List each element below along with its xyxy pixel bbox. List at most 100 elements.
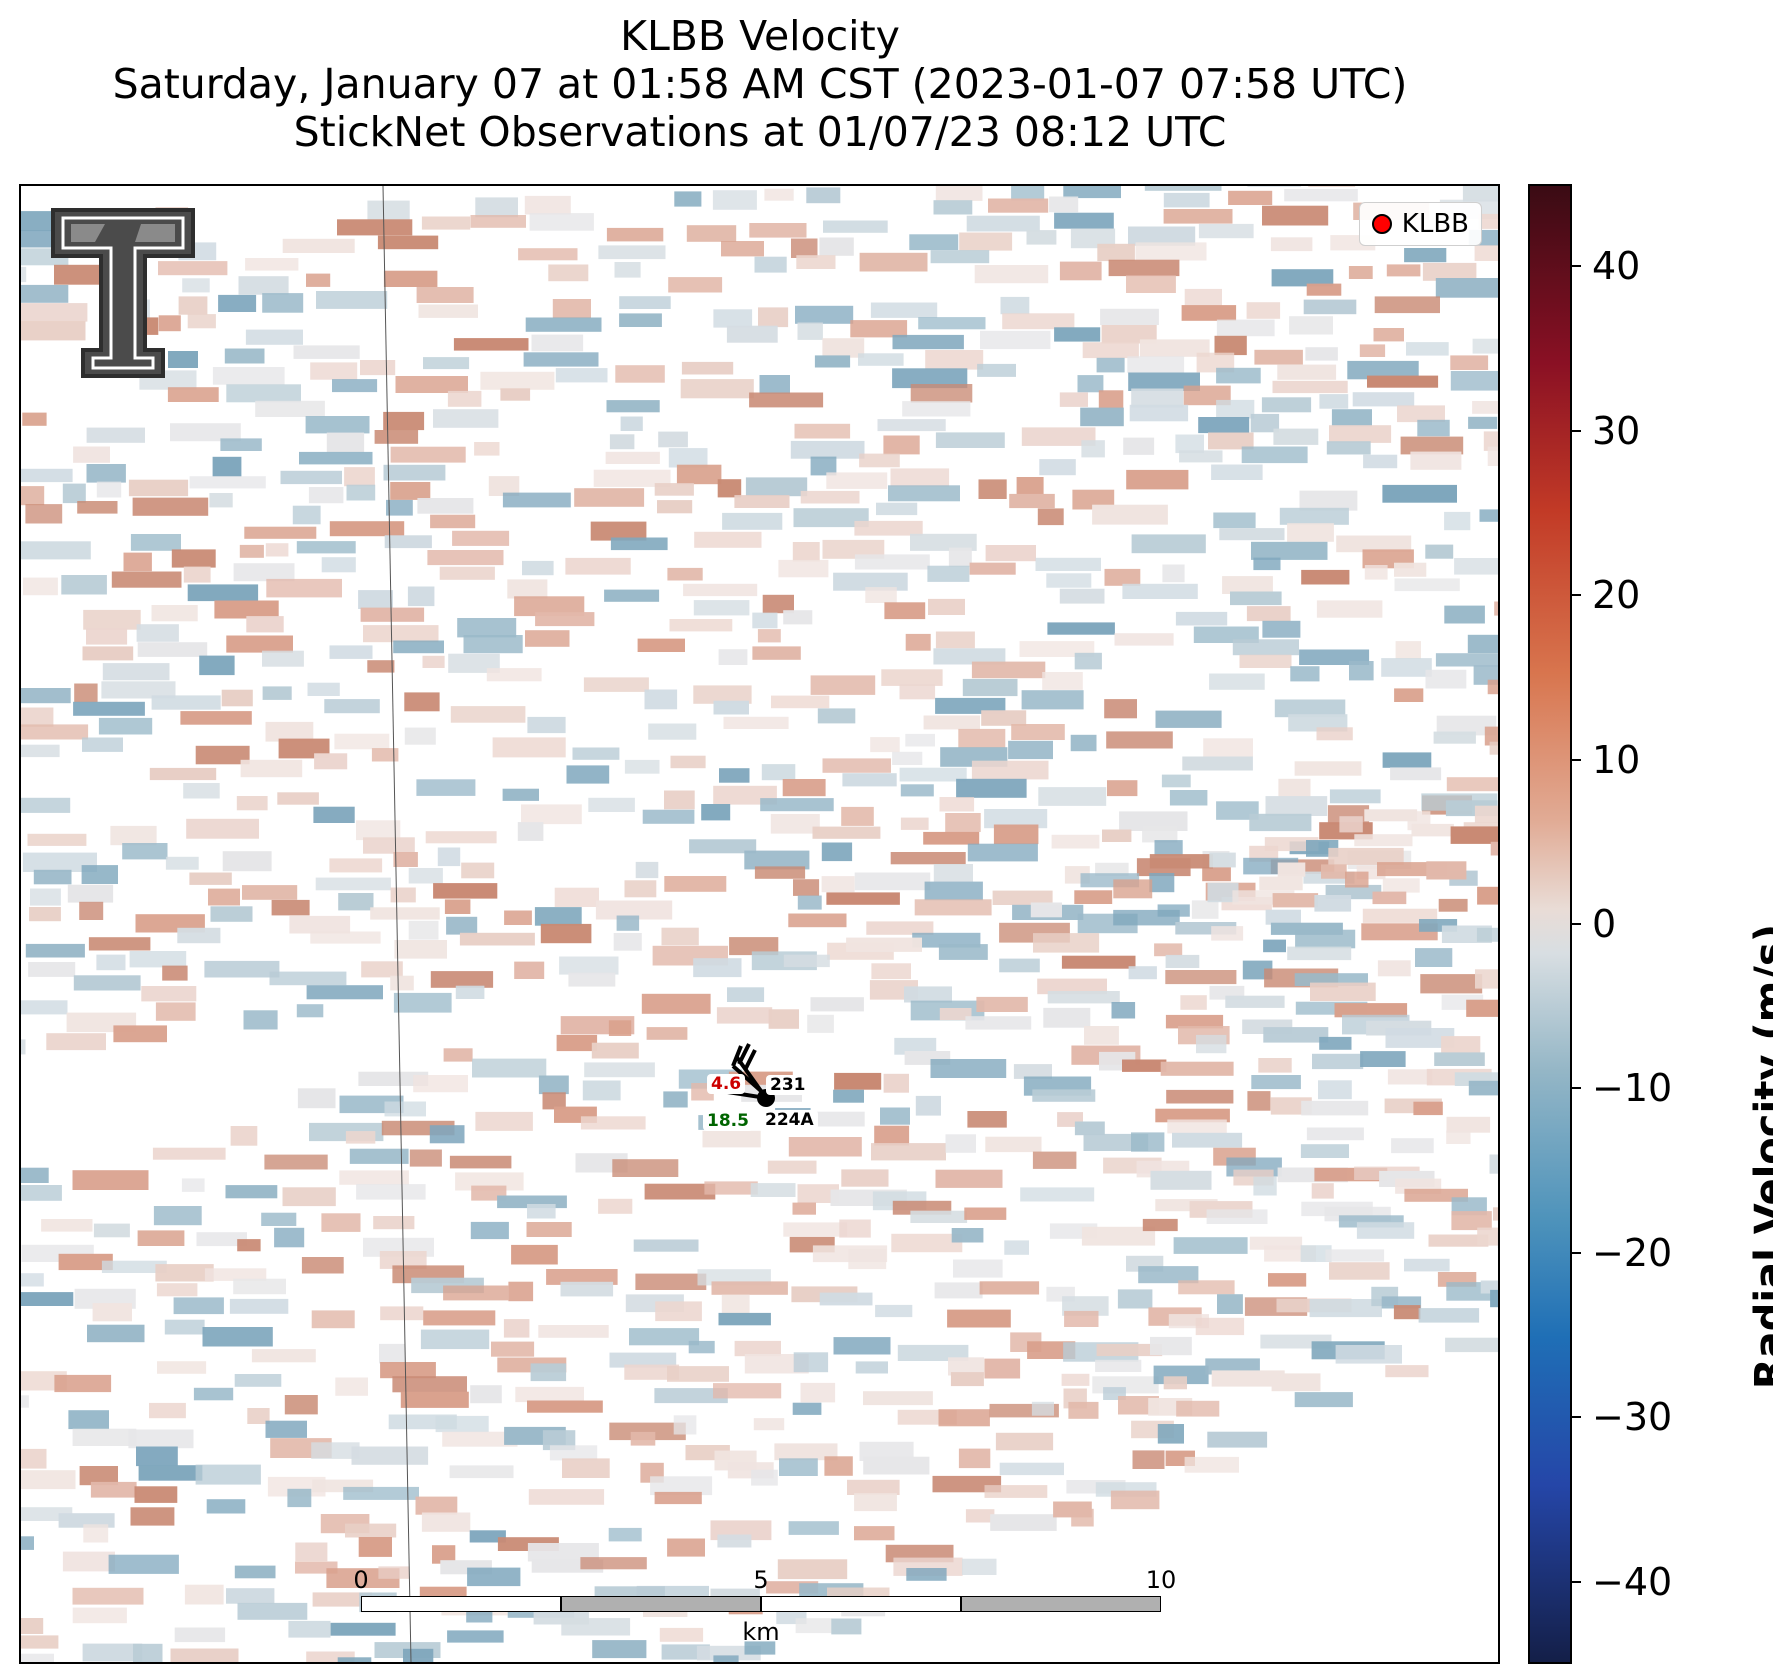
velocity-gate [556,1034,598,1052]
velocity-gate [449,1465,514,1479]
velocity-gate [453,338,529,351]
velocity-gate [1150,1170,1212,1190]
map-panel[interactable]: KLBB 4.6 231 18.5 224A 0 5 10 km [19,184,1500,1664]
velocity-gate [1445,1337,1498,1353]
velocity-gate [906,1568,947,1581]
velocity-gate [1329,425,1392,443]
velocity-gate [1230,591,1282,606]
velocity-gate [1081,440,1105,458]
velocity-gate [824,1456,853,1476]
velocity-gate [711,1281,788,1295]
velocity-gate [307,682,340,696]
velocity-gate [559,956,619,975]
velocity-gate [1195,1317,1245,1336]
velocity-gate [904,986,952,1003]
velocity-gate [1428,1234,1489,1247]
velocity-gate [73,975,141,991]
velocity-gate [446,916,478,935]
velocity-gate [1374,296,1440,314]
velocity-gate [1372,891,1407,905]
station-id-label: 231 [766,1075,810,1095]
velocity-gate [111,571,182,588]
velocity-gate [1163,209,1233,224]
velocity-gate [277,792,319,805]
velocity-gate [1417,419,1450,437]
velocity-gate [1454,558,1498,575]
velocity-gate [79,1466,118,1486]
velocity-gate [965,1509,995,1523]
velocity-gate [390,446,466,463]
velocity-gate [1104,699,1137,719]
velocity-gate [430,514,476,529]
velocity-gate [935,1169,1003,1188]
velocity-gate [400,1391,469,1408]
velocity-gate [966,215,1040,232]
velocity-gate [86,627,128,645]
velocity-gate [1265,796,1328,816]
velocity-gate [23,577,58,596]
velocity-gate [265,543,289,557]
velocity-gate [1300,1144,1349,1158]
velocity-gate [1165,954,1200,968]
velocity-gate [681,361,734,375]
velocity-gate [444,899,471,914]
velocity-gate [606,400,660,413]
velocity-gate [1450,826,1498,844]
velocity-gate [138,1465,203,1481]
velocity-gate [1303,299,1357,315]
velocity-gate [538,1075,569,1095]
velocity-gate [1162,564,1185,583]
velocity-gate [30,888,61,906]
velocity-gate [778,559,829,578]
velocity-gate [1135,242,1207,261]
velocity-gate [1310,982,1376,1001]
velocity-gate [984,1358,1021,1379]
velocity-gate [165,856,199,870]
station-id-label: 224A [761,1110,818,1130]
velocity-gate [1478,213,1498,229]
velocity-gate [1331,409,1372,427]
velocity-gate [863,1456,930,1475]
velocity-gate [274,1227,305,1248]
velocity-gate [310,931,381,944]
velocity-gate [524,195,571,215]
velocity-gate [242,885,298,900]
velocity-gate [945,1134,976,1153]
velocity-gate [21,1167,49,1183]
colorbar-tick [1572,1251,1581,1254]
velocity-gate [1425,544,1454,559]
velocity-gate [409,1149,442,1167]
velocity-gate [590,521,647,541]
velocity-gate [1272,893,1319,908]
velocity-gate [93,1223,130,1238]
velocity-gate [930,250,990,264]
velocity-gate [367,660,395,673]
velocity-gate [429,1125,465,1144]
velocity-gate [629,1328,700,1346]
velocity-gate [1004,1240,1029,1255]
colorbar-tick-label: 30 [1592,408,1641,453]
velocity-gate [1490,1289,1498,1308]
velocity-gate [999,1462,1064,1476]
velocity-gate [21,1185,62,1201]
velocity-gate [795,305,854,324]
velocity-gate [535,612,595,627]
velocity-gate [1410,451,1462,470]
velocity-gate [883,435,920,455]
velocity-gate [958,728,1006,749]
velocity-gate [1314,895,1352,912]
velocity-gate [1446,1116,1491,1133]
velocity-gate [321,1213,361,1232]
velocity-gate [384,535,432,549]
velocity-gate [1278,778,1311,797]
velocity-gate [1253,1176,1277,1196]
velocity-gate [1131,534,1206,554]
velocity-gate [230,1126,258,1146]
velocity-gate [174,1627,226,1643]
velocity-gate [971,760,1049,780]
velocity-gate [297,1088,336,1109]
velocity-gate [21,1618,44,1634]
velocity-gate [222,851,272,872]
velocity-gate [335,1377,368,1396]
velocity-gate [469,1530,506,1543]
